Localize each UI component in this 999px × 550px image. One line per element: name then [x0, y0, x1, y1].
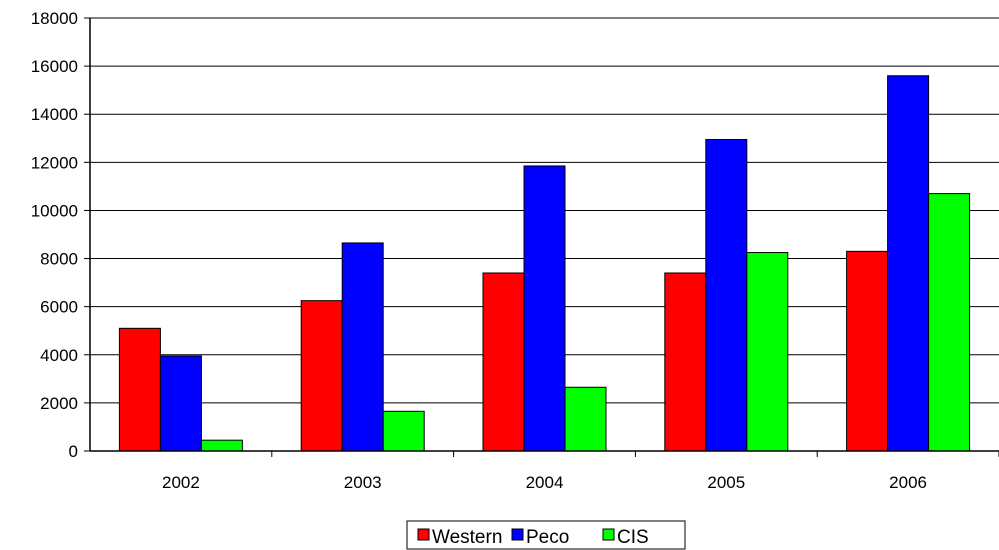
- legend-box: [406, 520, 686, 550]
- legend-label-peco: Peco: [526, 527, 569, 548]
- legend-swatch-western: [417, 528, 430, 541]
- bar-peco-2006: [887, 75, 930, 452]
- bar-peco-2002: [159, 355, 202, 452]
- y-tick-label: 4000: [40, 346, 78, 365]
- bar-western-2002: [118, 327, 161, 452]
- y-tick-label: 0: [69, 442, 78, 461]
- x-tick-label: 2005: [707, 473, 745, 492]
- bar-cis-2003: [382, 410, 425, 452]
- bar-cis-2004: [564, 386, 607, 452]
- y-tick-label: 12000: [31, 153, 78, 172]
- y-tick-label: 6000: [40, 298, 78, 317]
- y-tick-label: 18000: [31, 9, 78, 28]
- legend-label-cis: CIS: [617, 527, 649, 548]
- legend-swatch-cis: [602, 528, 615, 541]
- bar-western-2003: [300, 300, 343, 452]
- bar-western-2006: [846, 250, 889, 452]
- y-axis-ticks: 0 2000 4000 6000 8000 10000 12000 14000 16000 180…: [31, 9, 90, 461]
- bars: [118, 75, 971, 452]
- y-tick-label: 8000: [40, 250, 78, 269]
- bar-cis-2006: [928, 193, 971, 452]
- bar-cis-2002: [200, 439, 243, 452]
- x-axis-ticks: 2002 2003 2004 2005 2006: [162, 451, 999, 492]
- bar-peco-2004: [523, 165, 566, 452]
- bar-peco-2005: [705, 138, 748, 452]
- y-tick-label: 16000: [31, 57, 78, 76]
- x-tick-label: 2006: [889, 473, 927, 492]
- x-tick-label: 2004: [526, 473, 564, 492]
- x-tick-label: 2002: [162, 473, 200, 492]
- bar-western-2004: [482, 272, 525, 452]
- y-tick-label: 10000: [31, 201, 78, 220]
- legend-swatch-peco: [511, 528, 524, 541]
- y-tick-label: 14000: [31, 105, 78, 124]
- y-tick-label: 2000: [40, 394, 78, 413]
- legend-label-western: Western: [432, 527, 502, 548]
- bar-western-2005: [664, 272, 707, 452]
- x-tick-label: 2003: [344, 473, 382, 492]
- bar-cis-2005: [746, 252, 789, 452]
- bar-peco-2003: [341, 242, 384, 452]
- legend: Western Peco CIS: [406, 520, 686, 550]
